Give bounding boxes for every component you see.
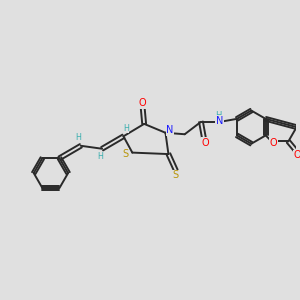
Text: N: N <box>166 125 174 135</box>
Text: O: O <box>293 150 300 160</box>
Text: S: S <box>173 170 179 180</box>
Text: O: O <box>139 98 146 108</box>
Text: O: O <box>202 138 209 148</box>
Text: H: H <box>123 124 129 133</box>
Text: H: H <box>215 111 221 120</box>
Text: H: H <box>76 133 81 142</box>
Text: N: N <box>216 116 223 126</box>
Text: O: O <box>270 138 277 148</box>
Text: S: S <box>123 149 129 159</box>
Text: H: H <box>98 152 103 161</box>
